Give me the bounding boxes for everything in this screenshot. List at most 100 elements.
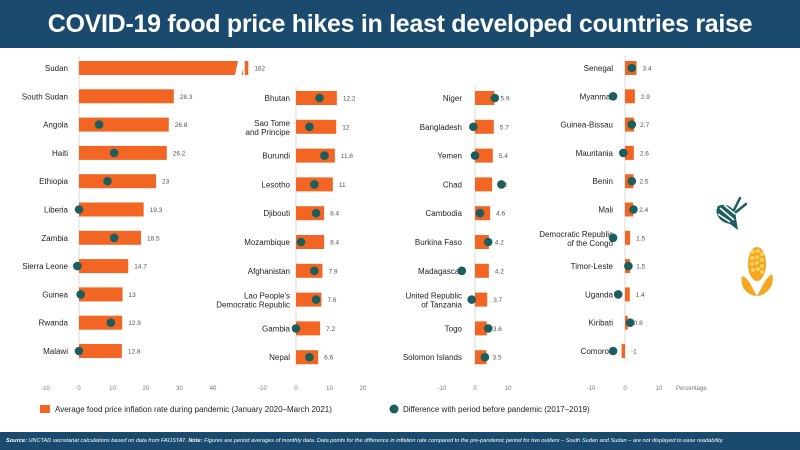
difference-dot — [109, 148, 119, 158]
difference-dot — [480, 352, 490, 362]
difference-dot — [310, 180, 319, 189]
source-text: UNCTAD secretariat calculations based on… — [28, 438, 187, 444]
category-label: Gambia — [262, 324, 291, 333]
category-label: Sao Tome and Principe — [246, 119, 291, 137]
bar — [79, 174, 157, 189]
value-label: 162 — [254, 66, 265, 73]
source-label: Source: — [6, 438, 27, 444]
category-label: United Republic of Tanzania — [406, 292, 463, 310]
category-label: Bangladesh — [420, 123, 462, 132]
axis-tick-label: 0 — [77, 386, 81, 392]
category-label: Democratic Republic of the Congo — [539, 230, 613, 248]
difference-dot — [320, 151, 329, 160]
carrot-icon — [716, 196, 748, 230]
category-label: Uganda — [585, 290, 614, 299]
value-label: 2.5 — [640, 179, 649, 186]
axis-tick-label: 0 — [623, 386, 627, 392]
note-text: Figures are period averages of monthly d… — [204, 438, 724, 444]
difference-dot — [106, 318, 116, 328]
axis-tick-label: -10 — [258, 386, 267, 392]
value-label: 8.4 — [330, 240, 339, 247]
difference-dot — [625, 318, 635, 328]
value-label: 18.5 — [147, 235, 160, 242]
difference-dot — [629, 205, 638, 214]
difference-dot — [469, 122, 478, 132]
category-label: Liberia — [44, 206, 69, 215]
legend-dot-swatch — [389, 404, 399, 414]
category-label: Lao People's Democratic Republic — [216, 292, 290, 310]
value-label: 26.8 — [175, 122, 188, 129]
difference-dot — [475, 208, 485, 218]
legend-bar-swatch — [40, 405, 50, 413]
difference-dot — [608, 233, 618, 243]
difference-dot — [291, 324, 301, 333]
value-label: 3.7 — [493, 297, 502, 304]
category-label: Mozambique — [244, 238, 290, 247]
category-label: Burundi — [262, 152, 290, 161]
axis-tick-label: 0 — [294, 386, 298, 392]
difference-dot — [74, 205, 84, 214]
category-label: Madagascar — [418, 267, 462, 276]
category-label: Chad — [443, 180, 462, 189]
difference-dot — [627, 63, 637, 73]
bar — [79, 202, 144, 217]
value-label: 7.6 — [327, 297, 336, 304]
value-label: 19.3 — [150, 207, 163, 214]
category-label: Myanmar — [580, 92, 614, 101]
value-label: 3.5 — [493, 355, 502, 362]
value-label: 6.6 — [324, 355, 333, 362]
category-label: Mauritania — [576, 149, 614, 158]
title-bar — [0, 0, 800, 48]
difference-dot — [310, 266, 319, 276]
category-label: Kiribati — [589, 319, 614, 328]
value-label: 23 — [162, 179, 170, 186]
bar — [79, 259, 129, 274]
category-label: Bhutan — [265, 94, 290, 103]
bar — [296, 148, 335, 163]
category-label: Benin — [593, 177, 613, 186]
value-label: 11 — [339, 182, 346, 189]
corn-icon — [741, 247, 773, 296]
category-label: Malawi — [43, 347, 68, 356]
difference-dot — [483, 237, 493, 247]
category-label: Sierra Leone — [22, 262, 68, 271]
category-label: Guinea — [42, 290, 68, 299]
bar — [625, 287, 630, 302]
bar — [621, 344, 625, 358]
chart-panels: Sudan 162 South Sudan 28.3 Angola 26.8 Haiti 26… — [22, 56, 663, 392]
difference-dot — [624, 261, 633, 271]
bar — [625, 230, 631, 245]
bar — [79, 117, 169, 132]
category-label: Timor-Leste — [571, 262, 614, 271]
bar — [79, 89, 174, 104]
difference-dot — [109, 233, 119, 243]
category-label: Senegal — [584, 64, 614, 73]
axis-tick-label: 10 — [505, 386, 512, 392]
difference-dot — [305, 122, 314, 132]
category-label: Guinea-Bissau — [561, 121, 613, 130]
difference-dot — [627, 176, 637, 186]
value-label: 12 — [342, 124, 350, 131]
category-label: Solomon Islands — [403, 353, 462, 362]
value-label: 11.6 — [341, 153, 354, 160]
axis-tick-label: 20 — [360, 386, 367, 392]
bar — [475, 235, 489, 249]
axis-tick-label: 30 — [176, 386, 183, 392]
value-label: 12.8 — [128, 349, 141, 356]
note-label: Note: — [188, 438, 203, 444]
bar — [79, 287, 123, 302]
value-label: 4.6 — [496, 211, 505, 218]
value-label: 5.4 — [499, 153, 508, 160]
category-label: Burkina Faso — [415, 238, 463, 247]
difference-dot — [627, 120, 637, 129]
category-label: Afghanistan — [248, 267, 290, 276]
value-label: 12.9 — [128, 320, 141, 327]
value-label: 1.4 — [636, 292, 645, 299]
difference-dot — [311, 208, 321, 218]
difference-dot — [483, 324, 493, 333]
difference-dot — [73, 261, 82, 271]
difference-dot — [619, 148, 628, 158]
bar — [296, 119, 337, 134]
difference-dot — [296, 237, 306, 247]
value-label: 0.8 — [634, 320, 643, 327]
